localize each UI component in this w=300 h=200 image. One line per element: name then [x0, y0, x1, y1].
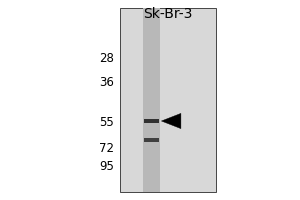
- Text: 72: 72: [99, 142, 114, 156]
- Text: 95: 95: [99, 160, 114, 173]
- Text: Sk-Br-3: Sk-Br-3: [143, 7, 193, 21]
- Bar: [143, 8, 160, 192]
- Bar: [120, 8, 216, 192]
- Text: 28: 28: [99, 51, 114, 64]
- Text: 55: 55: [99, 116, 114, 130]
- Polygon shape: [161, 113, 181, 129]
- Bar: [144, 138, 159, 142]
- Text: 36: 36: [99, 75, 114, 88]
- Bar: [144, 119, 159, 123]
